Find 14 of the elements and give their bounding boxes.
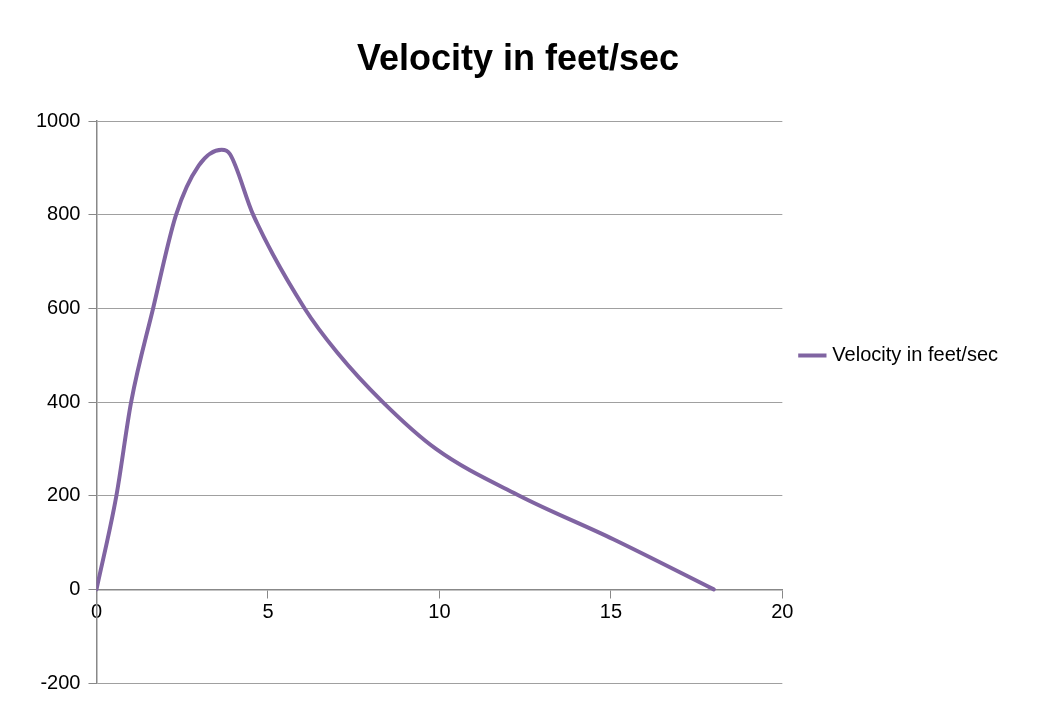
y-tick-label: 400	[47, 389, 81, 412]
y-tick-label: 800	[47, 202, 81, 225]
x-tick-label: 15	[599, 599, 623, 622]
chart-title: Velocity in feet/sec	[356, 36, 680, 78]
y-tick-label: 600	[47, 295, 81, 318]
legend-label: Velocity in feet/sec	[832, 343, 999, 366]
y-tick-label: 1000	[35, 108, 81, 131]
line-series	[96, 147, 716, 592]
x-tick-label: 10	[428, 599, 451, 622]
y-tick-label: 200	[47, 483, 81, 506]
y-tick-label: 0	[69, 576, 81, 599]
x-tick-label: 20	[771, 599, 794, 622]
x-tick-label: 5	[262, 599, 274, 622]
y-tick-label: -200	[40, 670, 81, 693]
